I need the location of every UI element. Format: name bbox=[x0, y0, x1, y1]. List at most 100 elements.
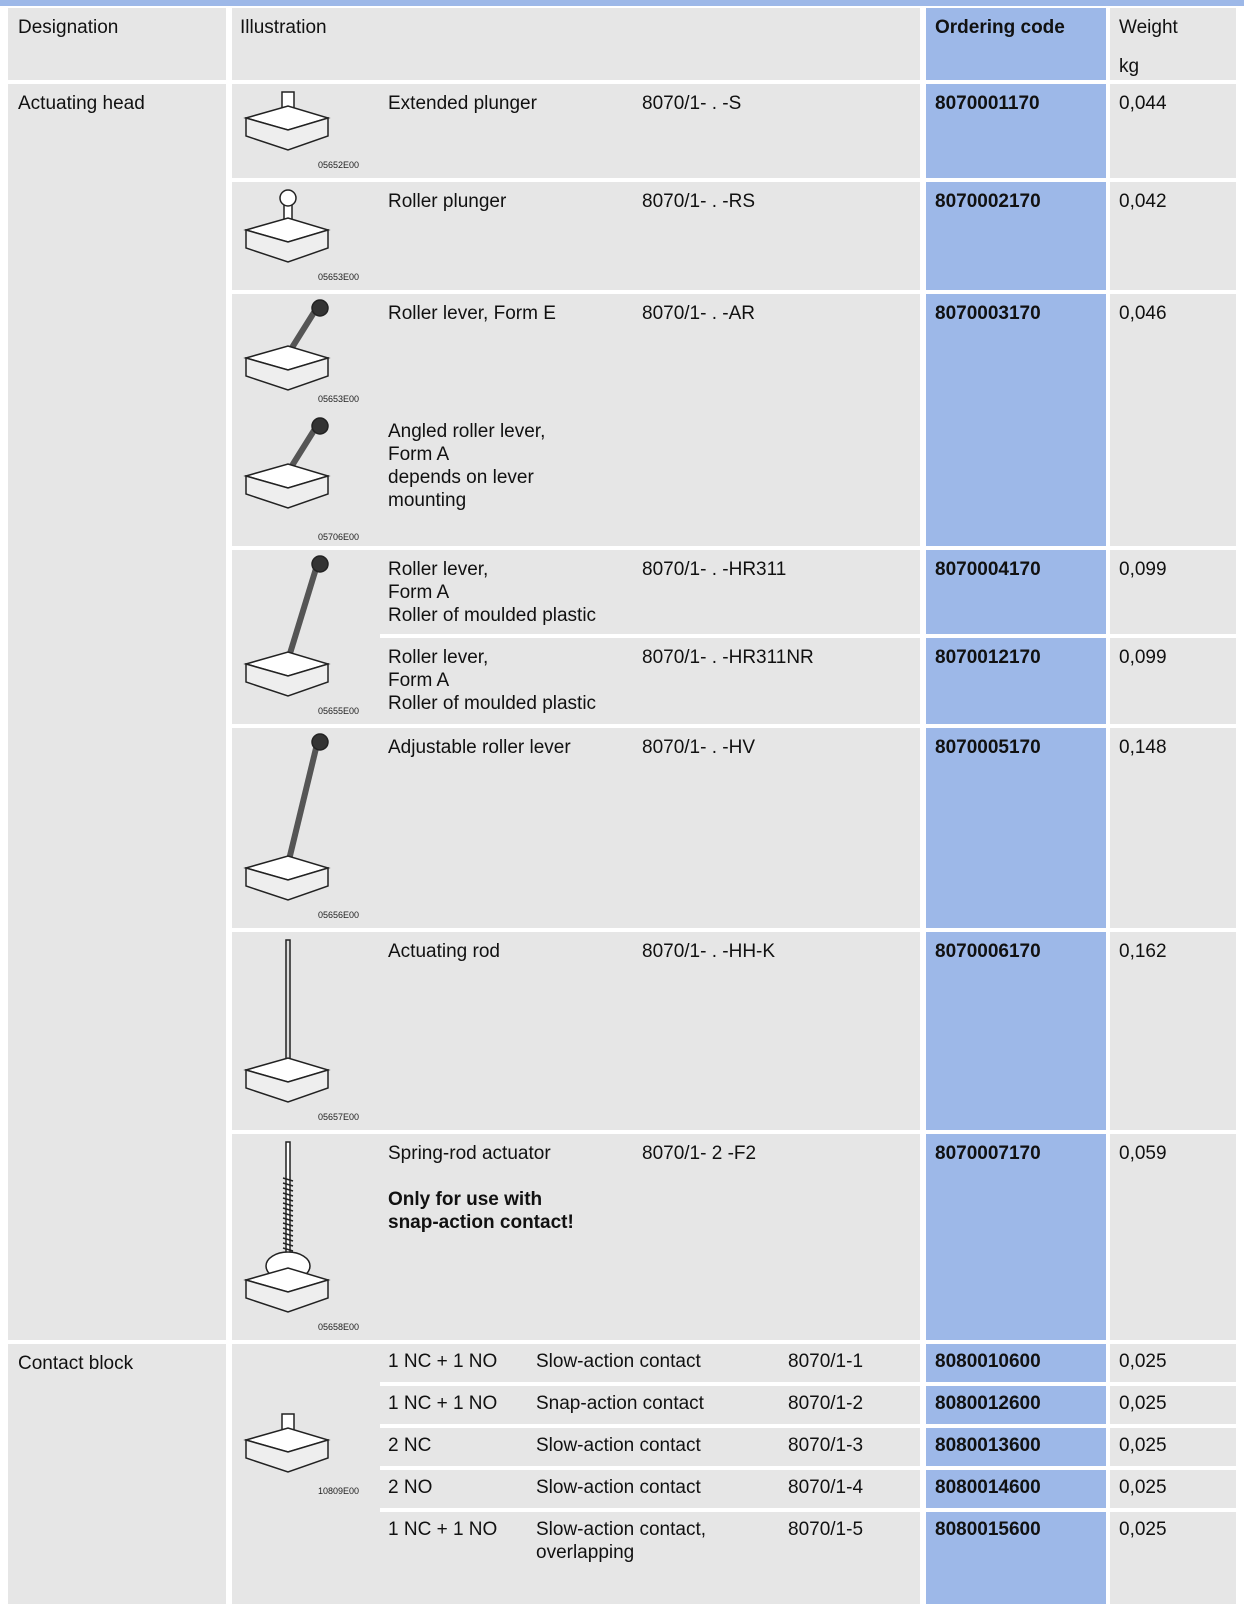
type-code: 8070/1- 2 -F2 bbox=[642, 1143, 757, 1164]
weight-cell bbox=[1110, 1344, 1236, 1382]
ordering-code: 8080013600 bbox=[935, 1435, 1041, 1456]
ordering-code: 8070005170 bbox=[935, 737, 1041, 758]
text-cell bbox=[380, 1344, 920, 1382]
description: Actuating rod bbox=[388, 941, 500, 962]
illustration bbox=[243, 555, 331, 697]
contacts: 2 NC bbox=[388, 1435, 432, 1456]
ordering-code: 8080010600 bbox=[935, 1351, 1041, 1372]
weight-cell bbox=[1110, 1134, 1236, 1340]
text-cell bbox=[380, 182, 920, 290]
header-text: Illustration bbox=[240, 17, 327, 38]
image-code: 05656E00 bbox=[318, 910, 360, 920]
weight: 0,162 bbox=[1119, 941, 1167, 962]
type-code: 8070/1-3 bbox=[788, 1435, 864, 1456]
ordering-code: 8070012170 bbox=[935, 647, 1041, 668]
weight: 0,059 bbox=[1119, 1143, 1167, 1164]
code-cell bbox=[926, 1344, 1106, 1382]
text-cell bbox=[380, 728, 920, 928]
code-cell bbox=[926, 1512, 1106, 1604]
header-cell bbox=[926, 8, 1106, 80]
ordering-code: 8070001170 bbox=[935, 93, 1040, 114]
text-cell bbox=[380, 1470, 920, 1508]
ordering-code: 8070006170 bbox=[935, 941, 1041, 962]
weight-cell bbox=[1110, 1386, 1236, 1424]
description: Spring-rod actuator bbox=[388, 1143, 551, 1164]
image-cell bbox=[232, 1344, 380, 1604]
description: Extended plunger bbox=[388, 93, 537, 114]
illustration bbox=[243, 1141, 331, 1313]
text-cell bbox=[380, 1512, 920, 1604]
image-cell bbox=[232, 932, 380, 1130]
ordering-code: 8080014600 bbox=[935, 1477, 1041, 1498]
weight: 0,025 bbox=[1119, 1477, 1167, 1498]
weight-cell bbox=[1110, 728, 1236, 928]
weight-cell bbox=[1110, 294, 1236, 546]
text-cell bbox=[380, 638, 920, 724]
image-code: 05706E00 bbox=[318, 532, 360, 542]
type-code: 8070/1- . -HR311 bbox=[642, 559, 787, 580]
weight-cell bbox=[1110, 1512, 1236, 1604]
designation: Contact block bbox=[18, 1353, 134, 1374]
type-code: 8070/1- . -HH-K bbox=[642, 941, 776, 962]
text-cell bbox=[380, 932, 920, 1130]
weight-cell bbox=[1110, 932, 1236, 1130]
ordering-code: 8080012600 bbox=[935, 1393, 1041, 1414]
text-cell bbox=[380, 294, 920, 546]
code-cell bbox=[926, 294, 1106, 546]
header-text: Weight bbox=[1119, 17, 1178, 38]
weight: 0,044 bbox=[1119, 93, 1167, 114]
text-cell bbox=[380, 550, 920, 634]
weight: 0,046 bbox=[1119, 303, 1167, 324]
code-cell bbox=[926, 1386, 1106, 1424]
image-code: 05652E00 bbox=[318, 160, 360, 170]
ordering-code: 8070007170 bbox=[935, 1143, 1041, 1164]
weight: 0,042 bbox=[1119, 191, 1167, 212]
weight: 0,099 bbox=[1119, 647, 1167, 668]
type-code: 8070/1- . -HV bbox=[642, 737, 755, 758]
illustration bbox=[243, 1413, 331, 1473]
weight: 0,025 bbox=[1119, 1519, 1167, 1540]
code-cell bbox=[926, 1470, 1106, 1508]
weight-cell bbox=[1110, 84, 1236, 178]
type-code: 8070/1-4 bbox=[788, 1477, 864, 1498]
contacts: 1 NC + 1 NO bbox=[388, 1393, 498, 1414]
code-cell bbox=[926, 1428, 1106, 1466]
description: Slow-action contact bbox=[536, 1435, 701, 1456]
type-code: 8070/1- . -HR311NR bbox=[642, 647, 814, 668]
description: Snap-action contact bbox=[536, 1393, 704, 1414]
code-cell bbox=[926, 1134, 1106, 1340]
description: Roller plunger bbox=[388, 191, 507, 212]
ordering-code: 8070003170 bbox=[935, 303, 1041, 324]
header-cell bbox=[1110, 8, 1236, 80]
contacts: 1 NC + 1 NO bbox=[388, 1351, 498, 1372]
image-code: 05653E00 bbox=[318, 272, 360, 282]
ordering-code: 8080015600 bbox=[935, 1519, 1041, 1540]
image-cell bbox=[232, 728, 380, 928]
header-text: Ordering code bbox=[935, 17, 1065, 38]
weight-cell bbox=[1110, 550, 1236, 634]
code-cell bbox=[926, 84, 1106, 178]
weight: 0,148 bbox=[1119, 737, 1167, 758]
image-code: 05653E00 bbox=[318, 394, 360, 404]
illustration bbox=[243, 417, 331, 509]
type-code: 8070/1-1 bbox=[788, 1351, 864, 1372]
text-cell bbox=[380, 1428, 920, 1466]
contacts: 1 NC + 1 NO bbox=[388, 1519, 498, 1540]
description: Roller lever, Form E bbox=[388, 303, 556, 324]
header-text: kg bbox=[1119, 56, 1140, 77]
type-code: 8070/1- . -AR bbox=[642, 303, 755, 324]
weight-cell bbox=[1110, 1470, 1236, 1508]
weight-cell bbox=[1110, 1428, 1236, 1466]
code-cell bbox=[926, 550, 1106, 634]
image-cell bbox=[232, 550, 380, 724]
text-cell bbox=[380, 84, 920, 178]
description: Slow-action contact bbox=[536, 1477, 701, 1498]
illustration bbox=[243, 299, 331, 391]
type-code: 8070/1- . -S bbox=[642, 93, 742, 114]
header-cell bbox=[8, 8, 226, 80]
header-text: Designation bbox=[18, 17, 119, 38]
description: Slow-action contact bbox=[536, 1351, 701, 1372]
weight: 0,025 bbox=[1119, 1435, 1167, 1456]
illustration bbox=[243, 733, 331, 901]
description: Adjustable roller lever bbox=[388, 737, 571, 758]
